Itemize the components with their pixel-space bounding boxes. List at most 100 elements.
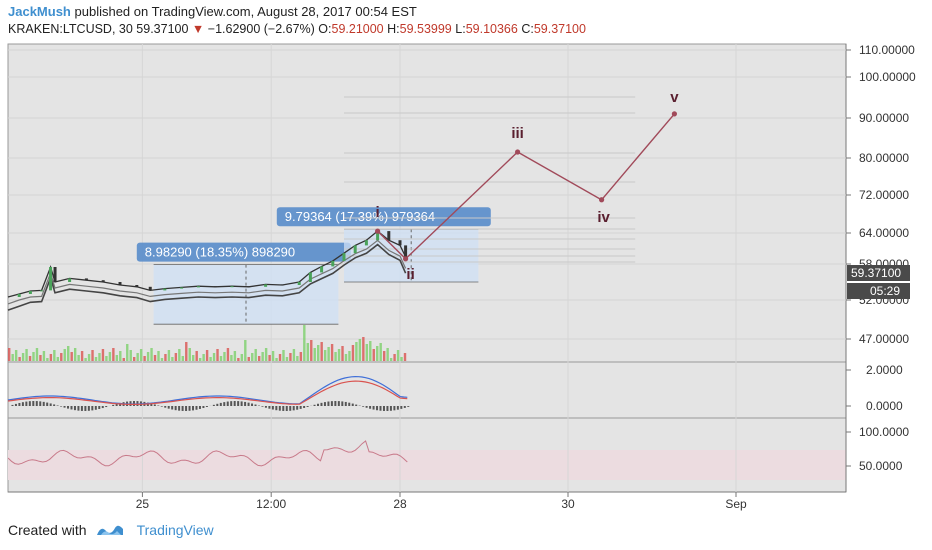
- volume-bar: [14, 350, 18, 361]
- moving-average-line: [7, 239, 407, 305]
- macd-histogram-bar: [129, 401, 132, 406]
- wave-point[interactable]: [403, 256, 409, 262]
- volume-bar: [56, 357, 60, 361]
- macd-histogram-bar: [254, 404, 257, 406]
- price-candle: [264, 284, 268, 287]
- volume-bar: [251, 353, 254, 361]
- rsi-tick-label: 50.0000: [859, 459, 903, 473]
- volume-bar: [271, 351, 275, 361]
- macd-histogram-bar: [348, 402, 351, 406]
- volume-bar: [35, 348, 39, 361]
- macd-histogram-bar: [63, 406, 66, 408]
- low-label: L:: [455, 22, 466, 36]
- volume-bar: [202, 354, 205, 361]
- volume-bar: [303, 325, 306, 361]
- macd-panel[interactable]: [7, 361, 847, 419]
- price-candle: [230, 286, 234, 288]
- macd-histogram-bar: [21, 402, 24, 406]
- volume-bar: [313, 348, 316, 361]
- high-label: H:: [387, 22, 400, 36]
- macd-histogram-bar: [376, 406, 379, 411]
- price-candle: [53, 267, 57, 282]
- wave-label: iii: [511, 125, 524, 142]
- macd-histogram-bar: [240, 401, 243, 406]
- macd-histogram-bar: [101, 406, 104, 409]
- volume-bar: [87, 354, 91, 361]
- volume-bar: [369, 341, 372, 361]
- measurement-label: 8.98290 (18.35%) 898290: [145, 245, 295, 260]
- macd-histogram-bar: [296, 406, 299, 410]
- macd-histogram-bar: [160, 406, 163, 407]
- measurement-box[interactable]: [153, 264, 339, 325]
- volume-bar: [317, 345, 320, 361]
- volume-bar: [160, 358, 164, 361]
- price-candle: [308, 272, 312, 282]
- volume-bar: [219, 356, 223, 361]
- volume-bar: [105, 356, 108, 361]
- macd-histogram-bar: [271, 406, 274, 410]
- volume-bar: [372, 349, 375, 361]
- macd-histogram-bar: [261, 406, 264, 407]
- price-tick-label: 80.00000: [859, 151, 909, 165]
- price-tick-label: 110.00000: [859, 43, 915, 57]
- macd-histogram-bar: [195, 406, 198, 410]
- macd-histogram-bar: [139, 401, 142, 406]
- macd-histogram-bar: [285, 406, 288, 411]
- volume-bar: [323, 350, 327, 361]
- measurement-label-bg: [136, 242, 351, 262]
- volume-bar: [212, 353, 216, 361]
- volume-bar: [126, 344, 129, 361]
- price-candle: [196, 286, 200, 288]
- volume-bar: [306, 343, 309, 361]
- price-candle: [17, 294, 21, 297]
- volume-bar: [28, 356, 32, 361]
- price-tick-label: 72.00000: [859, 188, 909, 202]
- measurement-label-bg: [276, 207, 491, 227]
- publish-info: JackMush published on TradingView.com, A…: [8, 4, 417, 19]
- price-candle: [28, 291, 32, 294]
- volume-bar: [257, 356, 261, 361]
- volume-bar: [386, 348, 389, 361]
- macd-histogram-bar: [396, 406, 399, 410]
- price-candle: [342, 253, 346, 261]
- volume-bar: [244, 340, 247, 361]
- price-candle: [387, 231, 391, 241]
- macd-histogram-bar: [136, 401, 139, 406]
- wave-point[interactable]: [515, 149, 521, 155]
- rsi-tick-label: 100.0000: [859, 425, 909, 439]
- rsi-panel[interactable]: [7, 417, 847, 493]
- author-name[interactable]: JackMush: [8, 4, 71, 19]
- countdown-tag: 05:29: [870, 284, 900, 298]
- wave-point[interactable]: [599, 197, 605, 203]
- volume-bar: [264, 348, 268, 361]
- volume-bar: [49, 354, 53, 361]
- macd-histogram-bar: [202, 406, 205, 409]
- measurement-box[interactable]: [344, 229, 479, 282]
- volume-bar: [188, 348, 191, 361]
- tradingview-logo-icon[interactable]: [95, 522, 125, 538]
- macd-histogram-bar: [28, 401, 31, 406]
- macd-histogram-bar: [174, 406, 177, 411]
- tradingview-brand[interactable]: TradingView: [136, 522, 214, 538]
- volume-bar: [216, 349, 219, 361]
- volume-bar: [205, 350, 209, 361]
- macd-histogram-bar: [205, 406, 208, 407]
- price-candle: [398, 240, 402, 246]
- price-panel[interactable]: [7, 43, 847, 363]
- wave-point[interactable]: [671, 111, 678, 117]
- volume-bar: [91, 350, 94, 361]
- wave-path: [377, 113, 675, 260]
- macd-histogram-bar: [233, 401, 236, 406]
- macd-histogram-bar: [369, 406, 372, 409]
- macd-histogram-bar: [282, 406, 285, 411]
- volume-bar: [119, 351, 122, 361]
- volume-bar: [403, 353, 407, 361]
- wave-point[interactable]: [375, 228, 381, 234]
- macd-histogram-bar: [126, 401, 129, 406]
- countdown-tag-bg: [847, 283, 910, 299]
- macd-histogram-bar: [122, 402, 125, 406]
- macd-histogram-bar: [219, 402, 222, 406]
- price-line: [7, 230, 407, 298]
- close-label: C:: [521, 22, 534, 36]
